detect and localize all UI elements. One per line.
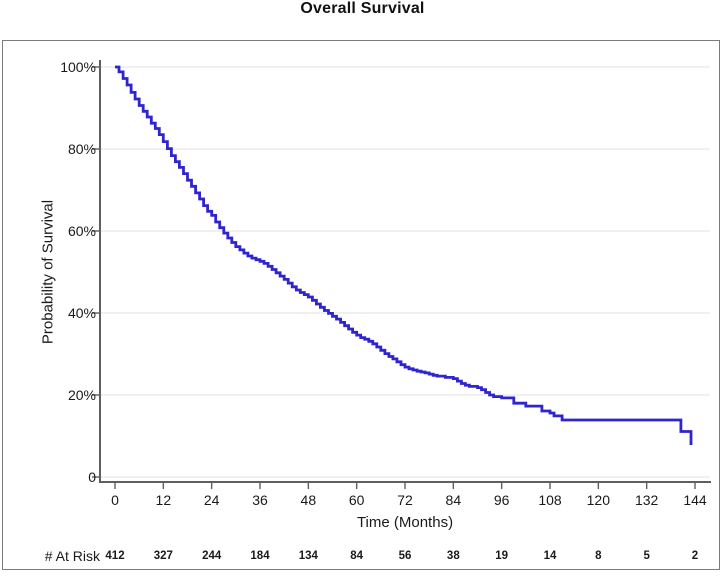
- y-tick-label: 80%: [67, 141, 96, 157]
- x-tick-label: 48: [300, 492, 317, 508]
- x-tick-label: 24: [203, 492, 220, 508]
- at-risk-count: 2: [691, 550, 699, 562]
- x-tick-label: 120: [586, 492, 610, 508]
- at-risk-count: 14: [543, 550, 557, 562]
- at-risk-count: 19: [495, 550, 509, 562]
- y-tick-label: 60%: [67, 223, 96, 239]
- y-tick-label: 40%: [67, 305, 96, 321]
- chart-title: Overall Survival: [300, 0, 425, 17]
- at-risk-count: 5: [643, 550, 650, 562]
- x-tick-label: 72: [397, 492, 413, 508]
- at-risk-count: 184: [250, 550, 270, 562]
- x-tick-label: 144: [683, 492, 707, 508]
- at-risk-count: 56: [398, 550, 412, 562]
- chart-frame: [2, 40, 720, 570]
- x-tick-label: 12: [155, 492, 172, 508]
- at-risk-count: 244: [202, 550, 222, 562]
- at-risk-count: 8: [595, 550, 602, 562]
- x-axis-title: Time (Months): [356, 514, 454, 531]
- y-tick-label: 100%: [60, 59, 96, 75]
- x-tick-label: 0: [111, 492, 119, 508]
- x-tick-label: 132: [634, 492, 659, 508]
- at-risk-count: 412: [105, 550, 125, 562]
- survival-curve: [115, 65, 693, 445]
- at-risk-count: 84: [350, 550, 364, 562]
- at-risk-count: 327: [153, 550, 173, 562]
- x-tick-label: 60: [348, 492, 365, 508]
- x-tick-label: 96: [493, 492, 510, 508]
- y-axis-title: Probability of Survival: [39, 199, 57, 345]
- x-tick-label: 108: [538, 492, 562, 508]
- at-risk-row-label: # At Risk: [44, 548, 100, 564]
- x-tick-label: 36: [252, 492, 268, 508]
- x-tick-label: 84: [445, 492, 462, 508]
- y-tick-label: 0: [88, 469, 96, 485]
- at-risk-count: 38: [446, 550, 460, 562]
- y-tick-label: 20%: [67, 387, 96, 403]
- at-risk-count: 134: [298, 550, 318, 562]
